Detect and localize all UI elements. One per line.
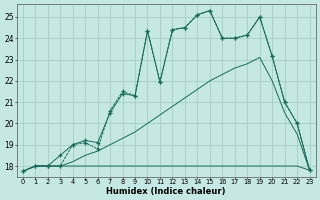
X-axis label: Humidex (Indice chaleur): Humidex (Indice chaleur) [107,187,226,196]
